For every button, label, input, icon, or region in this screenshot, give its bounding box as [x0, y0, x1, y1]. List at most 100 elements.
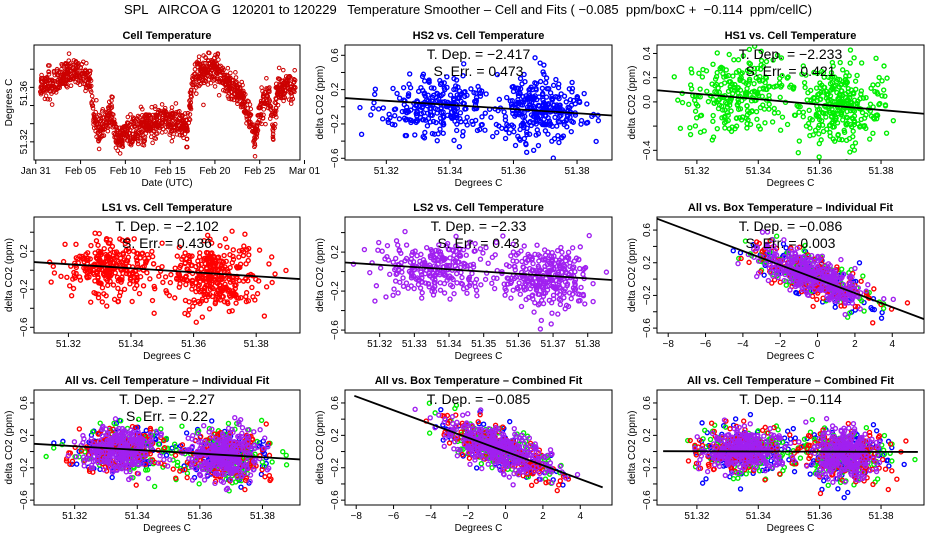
data-point [270, 127, 275, 132]
data-point-hs1 [754, 90, 760, 96]
data-point-hs1 [881, 63, 887, 69]
data-point-hs1 [742, 238, 749, 244]
data-point-ls2 [483, 245, 489, 251]
data-point-ls1 [202, 260, 209, 267]
data-point-ls2 [554, 289, 560, 296]
plot-area [34, 228, 300, 325]
data-point-hs1 [829, 106, 835, 112]
data-point-ls2 [491, 275, 497, 281]
data-point-ls2 [522, 255, 528, 262]
data-point-hs1 [700, 66, 706, 73]
data-point-hs2 [461, 89, 467, 96]
data-point-hs1 [802, 84, 808, 91]
data-point-hs1 [726, 51, 732, 58]
data-point [119, 143, 125, 149]
fit-annotation: S. Err. = 0.43 [437, 235, 519, 251]
data-point-hs2 [426, 77, 432, 83]
data-point-hs1 [796, 109, 802, 115]
data-point [269, 112, 274, 118]
data-point [226, 91, 232, 96]
data-point-hs2 [494, 129, 500, 136]
data-point [106, 113, 111, 119]
data-point-hs2 [460, 73, 466, 79]
data-point-hs2 [501, 109, 507, 115]
data-point-ls2 [529, 267, 536, 273]
data-point-hs2 [380, 105, 386, 111]
plot-area [37, 50, 298, 159]
data-point [129, 139, 135, 145]
fit-annotation: S. Err. = 0.421 [746, 63, 836, 79]
data-point-ls2 [765, 277, 772, 284]
data-point-ls1 [87, 267, 94, 273]
data-point-hs1 [732, 81, 738, 88]
y-tick-label: 51.36 [19, 80, 30, 105]
y-tick-label: −0.2 [19, 279, 30, 299]
data-point [284, 83, 289, 89]
data-point-hs1 [773, 233, 780, 239]
data-point-ls2 [818, 285, 825, 291]
data-point-ls2 [441, 290, 448, 296]
data-point [100, 107, 106, 112]
data-point-ls2 [409, 252, 415, 258]
data-point-hs2 [512, 85, 518, 91]
data-point [225, 65, 231, 71]
data-point [182, 111, 188, 116]
data-point-hs1 [733, 115, 740, 122]
data-point-ls1 [168, 271, 174, 278]
x-tick-label: 51.32 [374, 166, 399, 177]
data-point-hs1 [800, 114, 806, 120]
data-point-hs1 [763, 86, 769, 92]
data-point-hs1 [821, 74, 827, 80]
data-point [156, 123, 162, 128]
data-point-hs1 [879, 93, 885, 99]
data-point [150, 123, 156, 128]
data-point [254, 123, 260, 129]
data-point-hs2 [549, 96, 555, 102]
data-point-hs2 [561, 93, 568, 99]
data-point-hs1 [760, 86, 767, 92]
data-point-ls1 [190, 282, 196, 289]
data-point-hs1 [725, 88, 732, 94]
data-point-ls2 [561, 263, 568, 269]
data-point-ls2 [789, 274, 795, 281]
data-point [215, 70, 221, 76]
data-point-hs1 [851, 118, 858, 124]
data-point-hs1 [715, 105, 722, 112]
data-point-ls2 [550, 283, 556, 290]
data-point-hs1 [695, 103, 701, 109]
data-point-hs1 [779, 82, 785, 89]
y-tick-label: −0.6 [330, 320, 341, 340]
data-point [231, 97, 237, 103]
data-point-hs2 [584, 101, 590, 107]
data-point-ls2 [755, 258, 762, 264]
data-point-hs1 [778, 55, 785, 61]
data-point-ls1 [204, 232, 211, 239]
data-point-ls2 [350, 261, 357, 267]
data-point-ls1 [157, 268, 164, 274]
data-point-ls1 [738, 255, 744, 262]
data-point [252, 153, 258, 159]
data-point-ls1 [99, 285, 106, 291]
y-tick-label: 0.6 [642, 223, 653, 237]
data-point-hs1 [858, 91, 864, 97]
data-point-hs1 [722, 107, 728, 113]
data-point-hs2 [568, 128, 574, 135]
data-point [112, 134, 117, 140]
chart-title: LS1 vs. Cell Temperature [102, 202, 233, 214]
data-point-ls1 [240, 278, 247, 284]
data-point-ls2 [436, 242, 442, 248]
data-point-hs2 [595, 117, 602, 124]
data-point-hs1 [779, 72, 785, 79]
data-point-ls2 [825, 267, 832, 273]
data-point [68, 63, 74, 68]
data-point-hs1 [744, 112, 751, 118]
data-point [228, 96, 234, 102]
data-point-ls2 [469, 270, 475, 277]
data-point-ls1 [176, 244, 183, 250]
data-point-ls2 [459, 274, 465, 281]
data-point [172, 112, 178, 117]
data-point [94, 97, 99, 103]
x-tick-label: 51.36 [807, 166, 832, 177]
data-point-hs1 [851, 55, 857, 61]
data-point-ls1 [51, 270, 58, 276]
